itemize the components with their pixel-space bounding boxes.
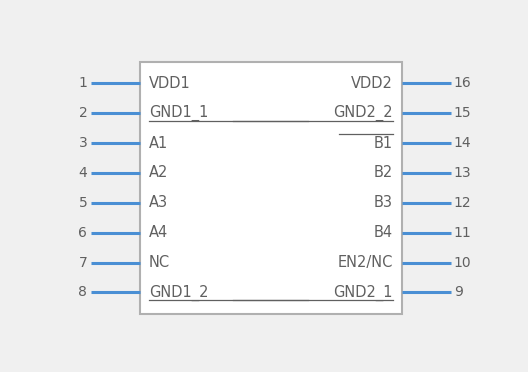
Text: GND1_1: GND1_1 xyxy=(149,105,208,121)
Bar xyxy=(139,62,402,314)
Text: B1: B1 xyxy=(373,135,392,151)
Text: 7: 7 xyxy=(79,256,87,270)
Text: B2: B2 xyxy=(373,166,392,180)
Text: 13: 13 xyxy=(454,166,472,180)
Text: A4: A4 xyxy=(149,225,168,240)
Text: 15: 15 xyxy=(454,106,472,120)
Text: 16: 16 xyxy=(454,76,472,90)
Text: 10: 10 xyxy=(454,256,472,270)
Text: 12: 12 xyxy=(454,196,472,210)
Text: GND1_2: GND1_2 xyxy=(149,284,208,301)
Text: B3: B3 xyxy=(373,195,392,210)
Text: 1: 1 xyxy=(78,76,87,90)
Text: 5: 5 xyxy=(79,196,87,210)
Text: 6: 6 xyxy=(78,226,87,240)
Text: 9: 9 xyxy=(454,285,463,299)
Text: GND2_1: GND2_1 xyxy=(333,284,392,301)
Text: 14: 14 xyxy=(454,136,472,150)
Text: 11: 11 xyxy=(454,226,472,240)
Text: EN2/NC: EN2/NC xyxy=(337,255,392,270)
Text: 2: 2 xyxy=(79,106,87,120)
Text: A2: A2 xyxy=(149,166,168,180)
Text: GND2_2: GND2_2 xyxy=(333,105,392,121)
Text: 4: 4 xyxy=(79,166,87,180)
Text: A3: A3 xyxy=(149,195,168,210)
Text: VDD1: VDD1 xyxy=(149,76,191,91)
Text: 3: 3 xyxy=(79,136,87,150)
Text: 8: 8 xyxy=(78,285,87,299)
Text: NC: NC xyxy=(149,255,170,270)
Text: VDD2: VDD2 xyxy=(351,76,392,91)
Text: B4: B4 xyxy=(373,225,392,240)
Text: A1: A1 xyxy=(149,135,168,151)
